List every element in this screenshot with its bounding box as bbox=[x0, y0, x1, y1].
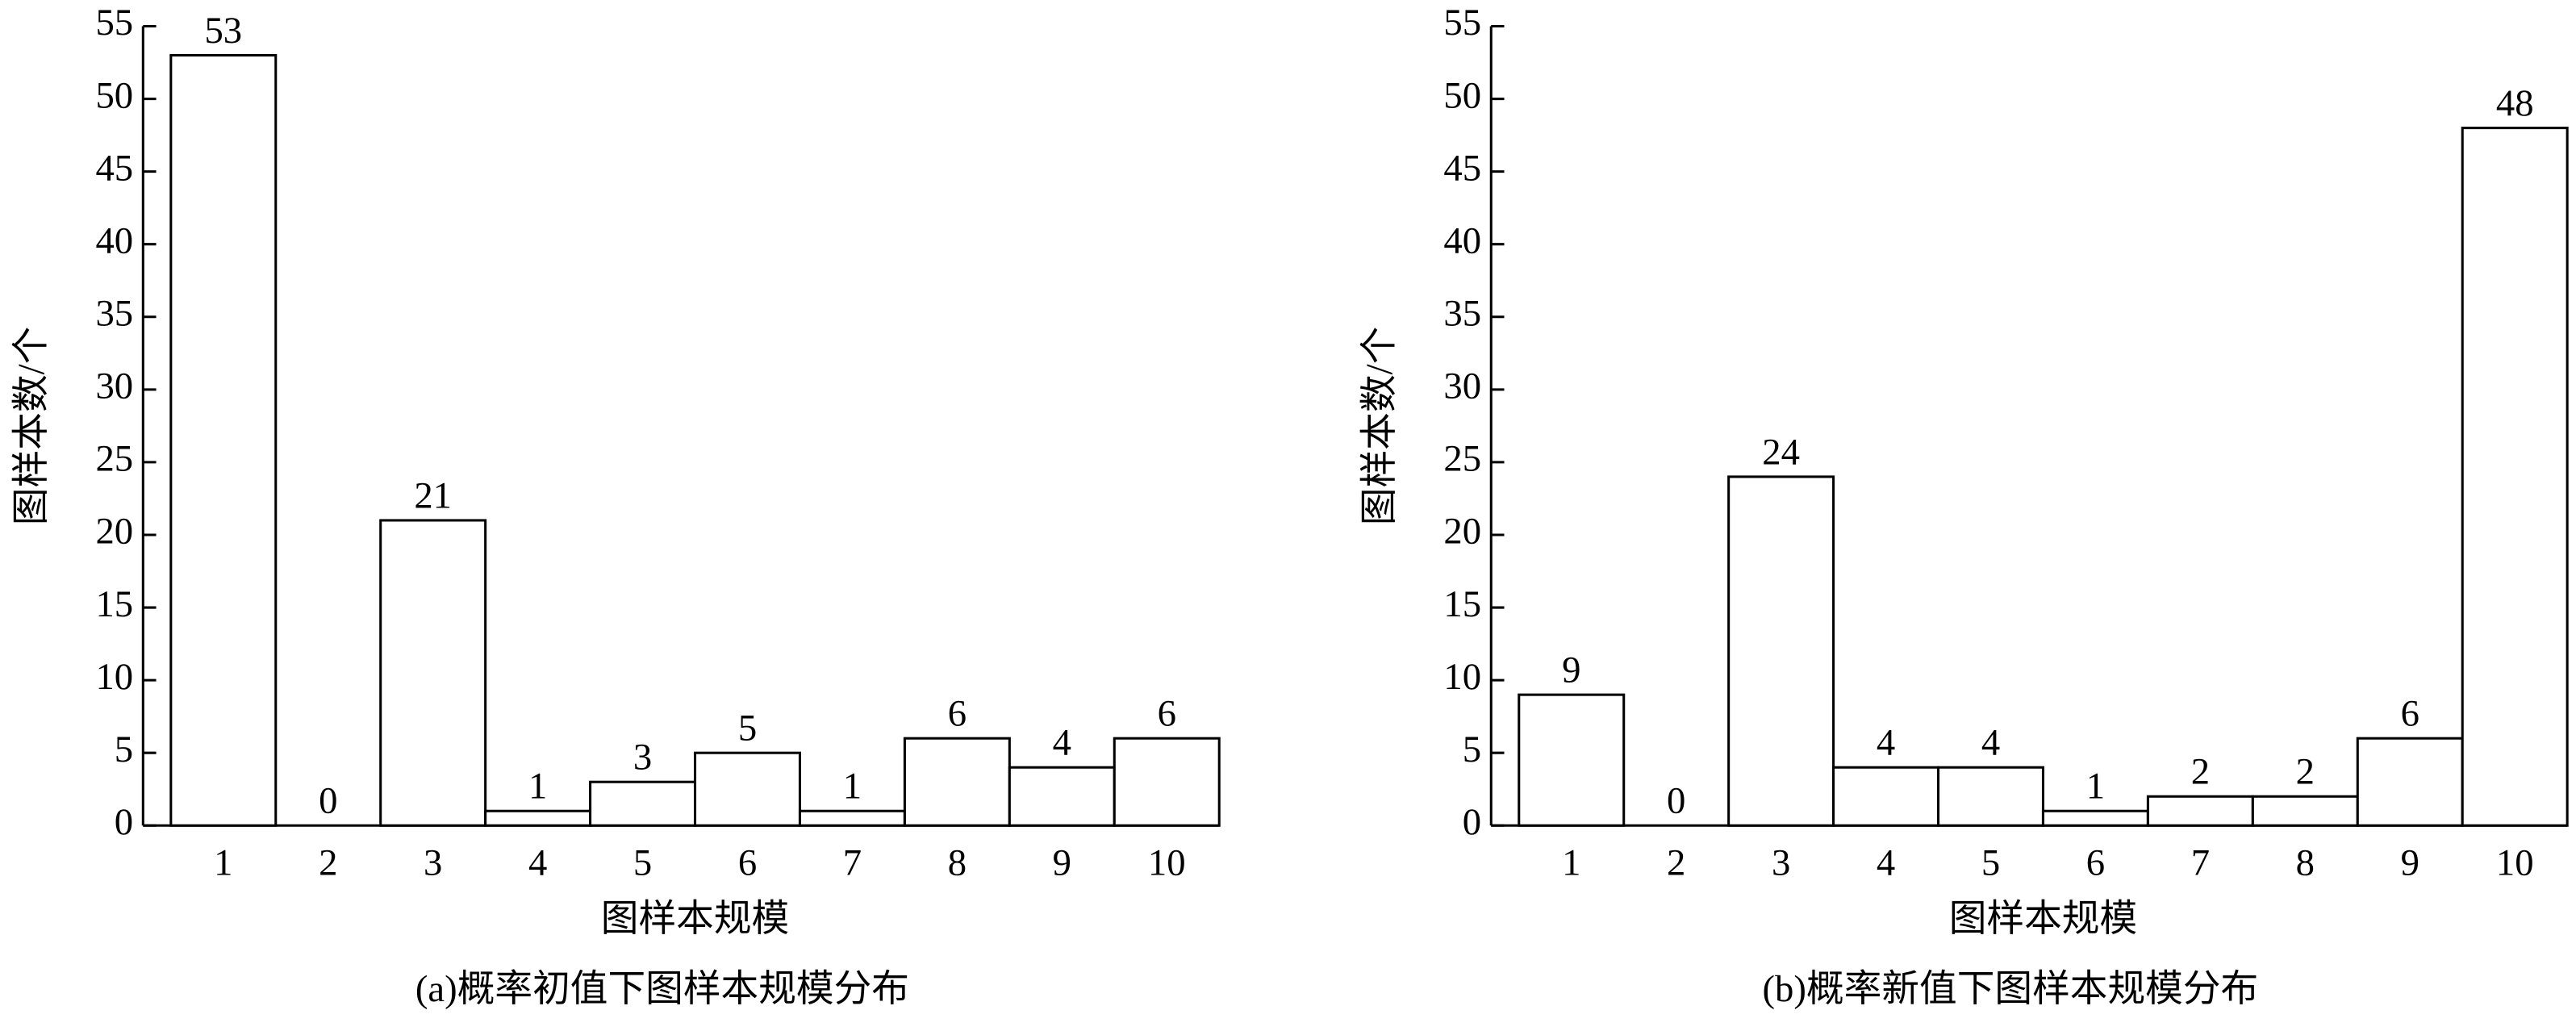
y-tick-label: 10 bbox=[95, 656, 133, 698]
y-tick-label: 5 bbox=[1463, 729, 1481, 770]
y-tick-label: 15 bbox=[95, 583, 133, 625]
value-label: 1 bbox=[2086, 766, 2105, 808]
x-tick-label: 5 bbox=[633, 842, 652, 884]
x-tick-label: 2 bbox=[1667, 842, 1685, 884]
x-tick-label: 8 bbox=[948, 842, 967, 884]
y-tick-label: 40 bbox=[1443, 219, 1481, 261]
y-tick-label: 15 bbox=[1443, 583, 1481, 625]
y-axis-label: 图样本数/个 bbox=[1359, 327, 1401, 525]
value-label: 24 bbox=[1762, 431, 1800, 473]
value-label: 6 bbox=[2401, 693, 2419, 735]
y-tick-label: 25 bbox=[95, 438, 133, 480]
bar bbox=[589, 780, 697, 827]
y-tick-label: 55 bbox=[1443, 2, 1481, 44]
bar bbox=[2251, 795, 2359, 827]
value-label: 2 bbox=[2191, 751, 2210, 793]
value-label: 4 bbox=[1877, 722, 1895, 764]
bar bbox=[694, 751, 801, 827]
x-axis-label: 图样本规模 bbox=[1949, 898, 2137, 940]
value-label: 0 bbox=[319, 780, 337, 822]
value-label: 5 bbox=[738, 708, 757, 749]
x-tick-label: 10 bbox=[1148, 842, 1186, 884]
x-axis-label: 图样本规模 bbox=[601, 898, 789, 940]
value-label: 48 bbox=[2496, 82, 2534, 124]
value-label: 2 bbox=[2296, 751, 2315, 793]
bar bbox=[379, 519, 487, 827]
bar bbox=[1113, 737, 1221, 827]
y-tick-label: 0 bbox=[115, 801, 133, 843]
value-label: 3 bbox=[633, 737, 652, 779]
y-tick-label: 40 bbox=[95, 219, 133, 261]
y-tick-label: 55 bbox=[95, 2, 133, 44]
bar bbox=[1008, 766, 1116, 827]
y-tick-label: 25 bbox=[1443, 438, 1481, 480]
bar bbox=[1832, 766, 1940, 827]
bar bbox=[903, 737, 1011, 827]
value-label: 53 bbox=[204, 10, 242, 52]
x-tick-label: 7 bbox=[843, 842, 862, 884]
x-tick-label: 1 bbox=[1562, 842, 1580, 884]
bar bbox=[2041, 809, 2149, 827]
y-tick-label: 0 bbox=[1463, 801, 1481, 843]
y-tick-label: 30 bbox=[95, 365, 133, 407]
y-tick-label: 50 bbox=[95, 74, 133, 116]
value-label: 1 bbox=[843, 766, 862, 808]
x-tick-label: 9 bbox=[2401, 842, 2419, 884]
bar bbox=[169, 53, 278, 827]
bar bbox=[1518, 693, 1626, 827]
value-label: 4 bbox=[1053, 722, 1071, 764]
y-tick-label: 35 bbox=[1443, 292, 1481, 334]
y-tick-label: 35 bbox=[95, 292, 133, 334]
value-label: 0 bbox=[1667, 780, 1685, 822]
chart-title: (a)概率初值下图样本规模分布 bbox=[415, 968, 909, 1010]
y-tick-label: 5 bbox=[115, 729, 133, 770]
y-tick-label: 50 bbox=[1443, 74, 1481, 116]
value-label: 21 bbox=[414, 474, 452, 516]
y-axis-label: 图样本数/个 bbox=[10, 327, 52, 525]
bar bbox=[798, 809, 906, 827]
x-tick-label: 1 bbox=[214, 842, 232, 884]
x-tick-label: 6 bbox=[738, 842, 757, 884]
bar bbox=[1727, 475, 1835, 827]
y-tick-label: 45 bbox=[95, 147, 133, 189]
y-tick-label: 45 bbox=[1443, 147, 1481, 189]
x-tick-label: 4 bbox=[1877, 842, 1895, 884]
bar bbox=[1937, 766, 2044, 827]
bar bbox=[2461, 127, 2569, 827]
bar bbox=[484, 809, 592, 827]
x-tick-label: 5 bbox=[1981, 842, 2000, 884]
y-tick-label: 30 bbox=[1443, 365, 1481, 407]
x-tick-label: 9 bbox=[1053, 842, 1071, 884]
value-label: 9 bbox=[1562, 649, 1580, 691]
bar bbox=[2356, 737, 2464, 827]
value-label: 1 bbox=[528, 766, 547, 808]
x-tick-label: 3 bbox=[1772, 842, 1790, 884]
x-tick-label: 2 bbox=[319, 842, 337, 884]
x-tick-label: 8 bbox=[2296, 842, 2315, 884]
y-tick-label: 20 bbox=[1443, 511, 1481, 553]
x-tick-label: 10 bbox=[2496, 842, 2534, 884]
value-label: 6 bbox=[1158, 693, 1176, 735]
bar bbox=[2146, 795, 2254, 827]
x-tick-label: 3 bbox=[424, 842, 442, 884]
y-tick-label: 20 bbox=[95, 511, 133, 553]
x-tick-label: 4 bbox=[528, 842, 547, 884]
value-label: 4 bbox=[1981, 722, 2000, 764]
x-tick-label: 6 bbox=[2086, 842, 2105, 884]
y-tick-label: 10 bbox=[1443, 656, 1481, 698]
chart-title: (b)概率新值下图样本规模分布 bbox=[1763, 968, 2259, 1010]
value-label: 6 bbox=[948, 693, 967, 735]
x-tick-label: 7 bbox=[2191, 842, 2210, 884]
